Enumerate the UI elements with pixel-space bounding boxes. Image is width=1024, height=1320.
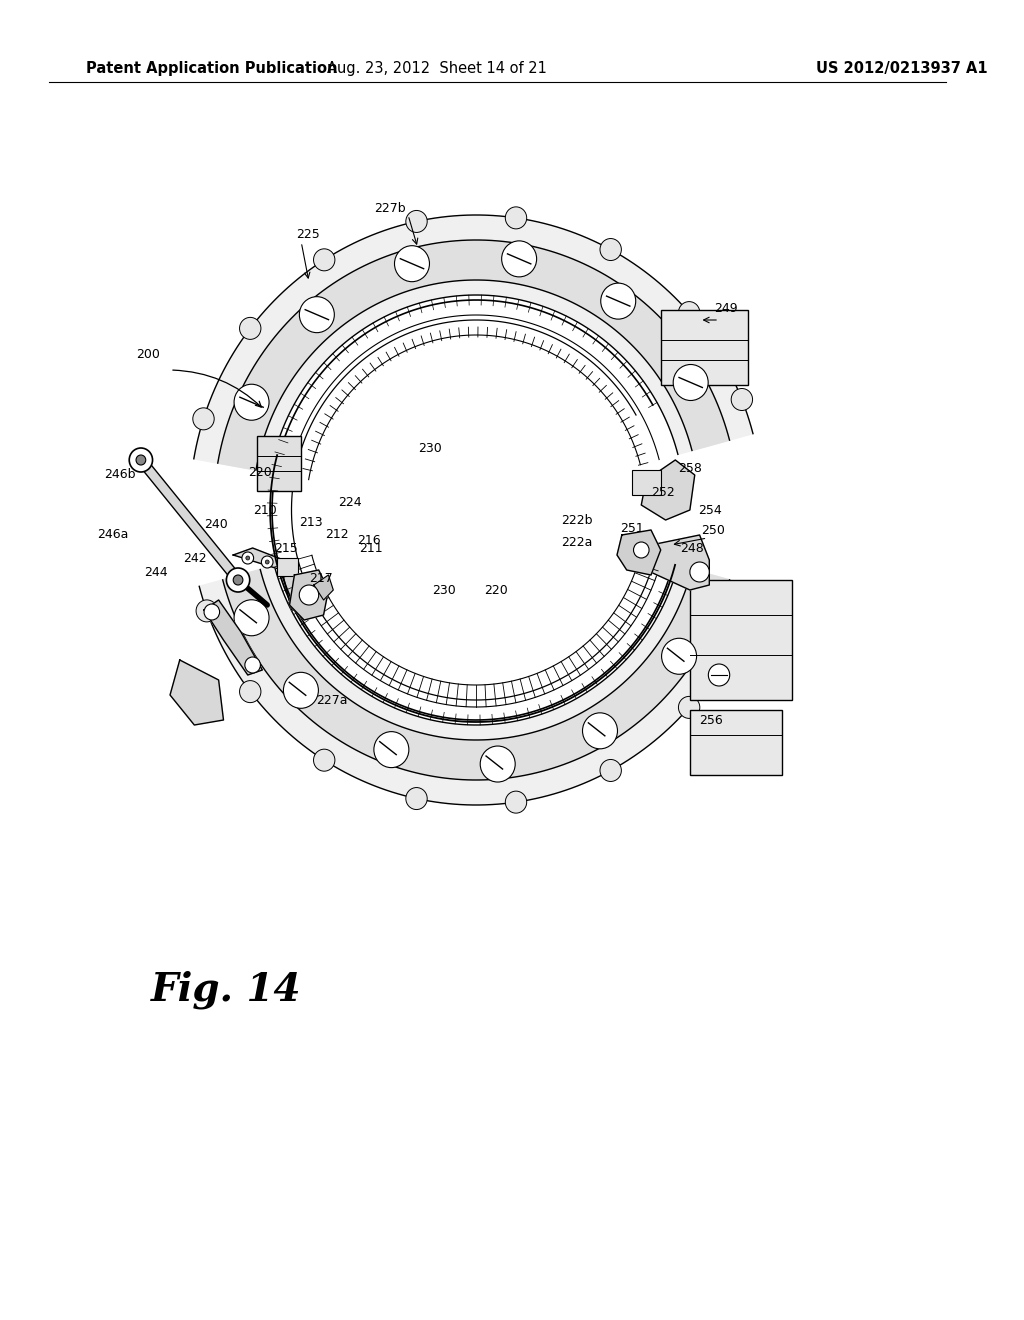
Bar — [690, 579, 792, 700]
Circle shape — [265, 560, 269, 564]
Circle shape — [299, 585, 318, 605]
Circle shape — [601, 282, 636, 319]
Polygon shape — [290, 570, 329, 620]
Circle shape — [480, 746, 515, 781]
Text: 210: 210 — [253, 503, 276, 516]
Polygon shape — [617, 531, 660, 576]
Circle shape — [313, 750, 335, 771]
Text: 212: 212 — [326, 528, 349, 541]
Circle shape — [204, 605, 219, 620]
Text: Patent Application Publication: Patent Application Publication — [86, 61, 337, 75]
Circle shape — [673, 364, 709, 400]
Circle shape — [313, 249, 335, 271]
Polygon shape — [200, 566, 753, 805]
Text: 251: 251 — [620, 521, 644, 535]
Circle shape — [709, 664, 730, 686]
Text: 213: 213 — [299, 516, 323, 528]
Circle shape — [246, 556, 250, 560]
Circle shape — [502, 240, 537, 277]
Text: 252: 252 — [651, 487, 675, 499]
Text: 211: 211 — [359, 541, 383, 554]
Circle shape — [136, 455, 145, 465]
Text: 248: 248 — [680, 541, 703, 554]
Circle shape — [242, 552, 254, 564]
Text: Fig. 14: Fig. 14 — [151, 970, 301, 1010]
Circle shape — [505, 791, 526, 813]
Text: 225: 225 — [296, 228, 321, 242]
Circle shape — [234, 384, 269, 420]
Circle shape — [299, 297, 335, 333]
Text: 249: 249 — [714, 301, 737, 314]
Circle shape — [394, 246, 429, 281]
Circle shape — [240, 681, 261, 702]
Text: 215: 215 — [274, 541, 298, 554]
Circle shape — [233, 576, 243, 585]
Bar — [276, 558, 298, 576]
Polygon shape — [204, 601, 262, 675]
Text: 242: 242 — [182, 552, 206, 565]
Bar — [660, 310, 749, 385]
Text: 258: 258 — [678, 462, 702, 474]
Text: 222b: 222b — [561, 513, 593, 527]
Text: 220: 220 — [248, 466, 271, 479]
Text: 250: 250 — [701, 524, 725, 536]
Circle shape — [234, 599, 269, 636]
Text: 227a: 227a — [315, 693, 347, 706]
Bar — [690, 710, 782, 775]
Circle shape — [634, 543, 649, 558]
Circle shape — [583, 713, 617, 748]
Polygon shape — [313, 576, 333, 601]
Circle shape — [193, 408, 214, 430]
Text: 216: 216 — [357, 533, 381, 546]
Polygon shape — [233, 548, 301, 610]
Text: 246a: 246a — [97, 528, 129, 541]
Circle shape — [374, 731, 409, 768]
Text: 246b: 246b — [104, 469, 135, 482]
Circle shape — [245, 657, 260, 673]
Text: 224: 224 — [338, 495, 361, 508]
Polygon shape — [194, 215, 753, 473]
Text: 256: 256 — [699, 714, 723, 726]
Polygon shape — [170, 660, 223, 725]
Text: 217: 217 — [309, 572, 333, 585]
Polygon shape — [646, 535, 710, 590]
Circle shape — [196, 599, 217, 622]
Circle shape — [731, 610, 753, 631]
Text: 254: 254 — [697, 503, 721, 516]
Text: 222a: 222a — [561, 536, 593, 549]
Circle shape — [406, 210, 427, 232]
Circle shape — [600, 239, 622, 260]
Text: 240: 240 — [204, 519, 227, 532]
Circle shape — [226, 568, 250, 591]
Circle shape — [679, 697, 699, 718]
Circle shape — [240, 317, 261, 339]
Circle shape — [129, 447, 153, 473]
Circle shape — [662, 639, 696, 675]
Polygon shape — [641, 459, 694, 520]
Circle shape — [690, 562, 710, 582]
Text: Aug. 23, 2012  Sheet 14 of 21: Aug. 23, 2012 Sheet 14 of 21 — [328, 61, 547, 75]
Text: 227b: 227b — [374, 202, 406, 214]
Bar — [632, 470, 660, 495]
Circle shape — [600, 759, 622, 781]
Circle shape — [505, 207, 526, 228]
Polygon shape — [218, 240, 729, 470]
Text: 200: 200 — [136, 348, 160, 362]
Circle shape — [731, 388, 753, 411]
Text: 220: 220 — [484, 583, 508, 597]
Bar — [257, 437, 301, 491]
Circle shape — [679, 301, 699, 323]
Text: 230: 230 — [418, 441, 441, 454]
Circle shape — [261, 556, 273, 568]
Circle shape — [406, 788, 427, 809]
Polygon shape — [222, 569, 729, 780]
Text: US 2012/0213937 A1: US 2012/0213937 A1 — [816, 61, 988, 75]
Circle shape — [284, 672, 318, 709]
Text: 244: 244 — [143, 565, 168, 578]
Text: 230: 230 — [432, 583, 456, 597]
